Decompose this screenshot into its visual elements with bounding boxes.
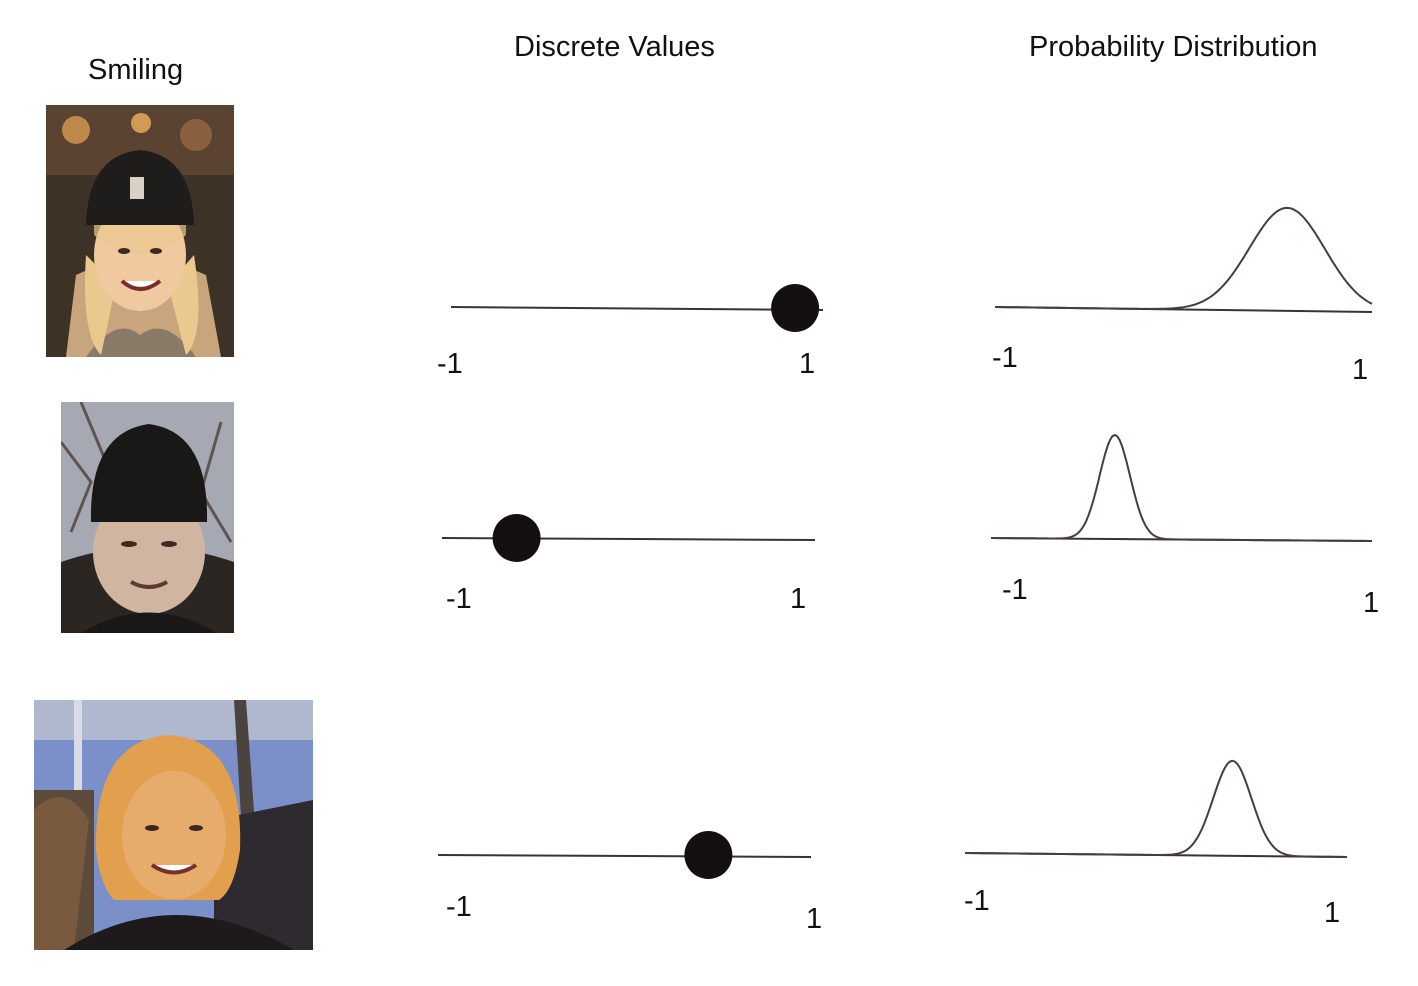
axis-min-label: -1 (1002, 574, 1028, 606)
probability-row-3: -1 1 (964, 759, 1348, 929)
axis-max-label: 1 (1352, 354, 1368, 386)
discrete-value-dot (492, 514, 541, 562)
discrete-value-dot (684, 831, 733, 879)
discrete-value-dot (771, 284, 820, 332)
photo-man-black-beanie (61, 402, 234, 633)
distribution-curve (995, 206, 1373, 310)
discrete-row-3: -1 1 (437, 831, 822, 935)
distribution-curve (991, 433, 1372, 542)
discrete-axis-line (450, 306, 824, 311)
axis-min-label: -1 (446, 583, 472, 615)
axis-max-label: 1 (790, 583, 806, 615)
probability-row-2: -1 1 (990, 433, 1379, 619)
discrete-axis-line (437, 854, 812, 858)
discrete-row-1: -1 1 (437, 284, 824, 380)
discrete-row-2: -1 1 (441, 514, 816, 615)
axis-min-label: -1 (437, 348, 463, 380)
axis-max-label: 1 (1324, 897, 1340, 929)
distribution-curve (965, 759, 1347, 858)
axis-min-label: -1 (992, 342, 1018, 374)
axis-min-label: -1 (964, 885, 990, 917)
column-heading-discrete-values: Discrete Values (514, 31, 715, 63)
probability-row-1: -1 1 (992, 206, 1373, 386)
column-heading-smiling: Smiling (88, 54, 184, 86)
column-heading-probability-distribution: Probability Distribution (1029, 31, 1318, 63)
axis-max-label: 1 (806, 903, 822, 935)
photo-smiling-young-woman-beanie (46, 105, 234, 357)
axis-max-label: 1 (1363, 587, 1379, 619)
axis-min-label: -1 (446, 891, 472, 923)
axis-max-label: 1 (799, 348, 815, 380)
photo-blond-woman-blue-sky (34, 700, 313, 950)
